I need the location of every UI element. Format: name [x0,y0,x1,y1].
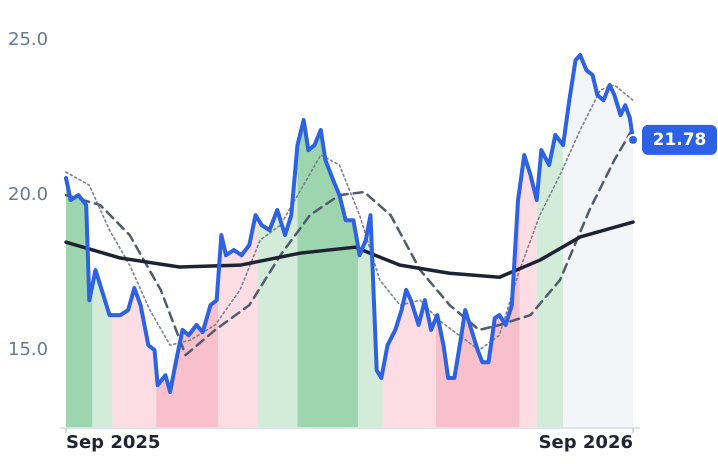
region-area [257,145,298,427]
y-tick-label: 15.0 [8,339,48,360]
region-area [218,215,258,427]
series-line [65,84,634,351]
last-value-label: 21.78 [653,130,707,150]
x-tick-label: Sep 2025 [66,432,160,453]
region-area [382,289,436,427]
last-point [627,133,639,146]
series-line [64,52,635,394]
region-area [519,155,537,427]
y-tick-label: 25.0 [8,29,48,50]
last-value-badge [642,124,717,155]
series-line [64,220,635,280]
region-area [297,120,359,427]
region-area [563,54,633,427]
x-tick-label: Sep 2026 [539,432,633,453]
series-line [64,126,635,357]
y-tick-label: 20.0 [8,184,48,205]
region-area [112,288,157,427]
